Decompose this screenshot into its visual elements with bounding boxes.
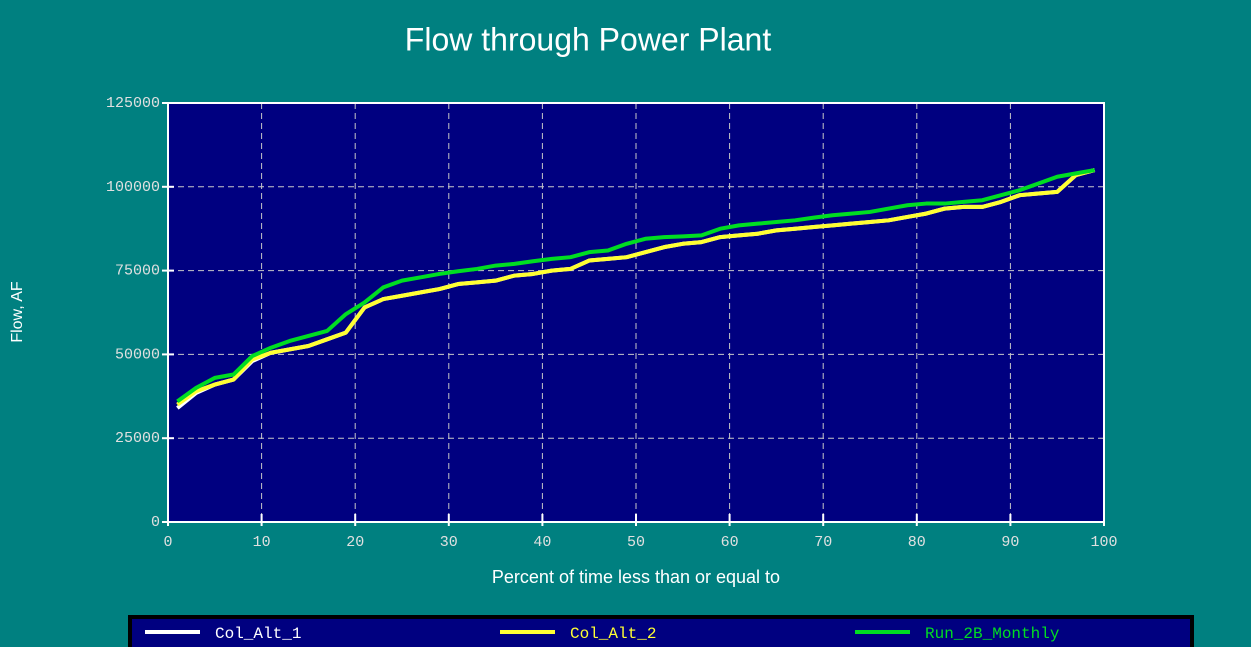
x-tick-label: 60 bbox=[721, 534, 739, 551]
legend-label: Col_Alt_2 bbox=[570, 625, 656, 643]
x-tick-label: 100 bbox=[1090, 534, 1117, 551]
x-tick-label: 0 bbox=[163, 534, 172, 551]
y-tick-label: 100000 bbox=[106, 179, 160, 196]
x-axis-label: Percent of time less than or equal to bbox=[492, 567, 780, 587]
y-tick-label: 25000 bbox=[115, 430, 160, 447]
x-tick-label: 10 bbox=[253, 534, 271, 551]
y-tick-label: 50000 bbox=[115, 346, 160, 363]
x-tick-label: 70 bbox=[814, 534, 832, 551]
x-tick-label: 40 bbox=[533, 534, 551, 551]
chart-title: Flow through Power Plant bbox=[405, 21, 772, 57]
y-tick-label: 0 bbox=[151, 514, 160, 531]
x-tick-label: 80 bbox=[908, 534, 926, 551]
x-tick-label: 20 bbox=[346, 534, 364, 551]
series-line bbox=[176, 168, 1095, 403]
legend-label: Col_Alt_1 bbox=[215, 625, 301, 643]
plot-border bbox=[167, 102, 1105, 523]
y-tick-label: 75000 bbox=[115, 263, 160, 280]
x-tick-label: 90 bbox=[1001, 534, 1019, 551]
series-line bbox=[176, 168, 1096, 407]
y-tick-label: 125000 bbox=[106, 95, 160, 112]
x-tick-label: 50 bbox=[627, 534, 645, 551]
x-tick-label: 30 bbox=[440, 534, 458, 551]
y-axis-label: Flow, AF bbox=[9, 281, 26, 343]
legend bbox=[128, 615, 1194, 647]
legend-label: Run_2B_Monthly bbox=[925, 625, 1060, 643]
plot-area bbox=[168, 103, 1104, 522]
